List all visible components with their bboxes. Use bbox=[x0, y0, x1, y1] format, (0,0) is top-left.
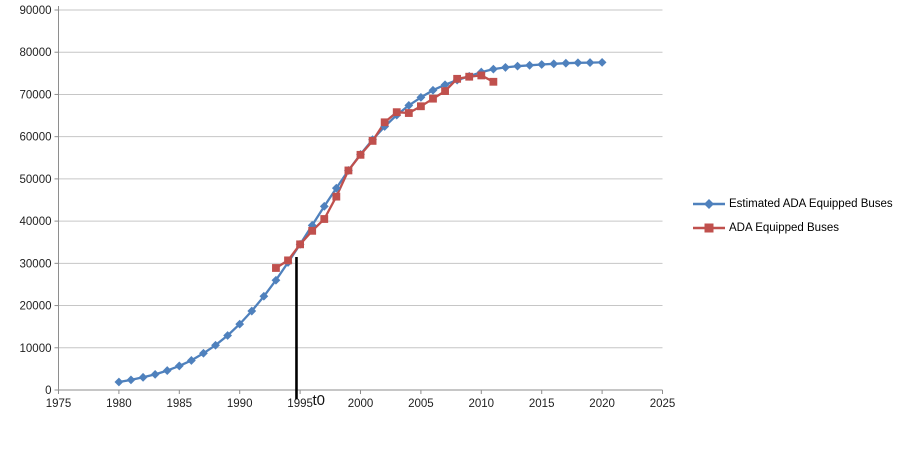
x-tick-label-1975: 1975 bbox=[46, 398, 72, 410]
y-tick-label-50000: 50000 bbox=[20, 174, 52, 186]
x-tick-label-2025: 2025 bbox=[650, 398, 676, 410]
data-point-0-2011 bbox=[488, 64, 498, 74]
legend-label-estimated: Estimated ADA Equipped Buses bbox=[729, 197, 893, 210]
data-point-0-2007 bbox=[440, 80, 450, 90]
data-point-0-1990 bbox=[235, 319, 245, 329]
x-tick-label-1985: 1985 bbox=[167, 398, 193, 410]
data-point-0-1998 bbox=[331, 183, 341, 193]
data-point-1-2007 bbox=[441, 87, 449, 95]
data-point-1-1996 bbox=[308, 226, 317, 235]
data-point-0-2015 bbox=[537, 60, 547, 69]
data-point-1-2002 bbox=[380, 118, 389, 127]
y-tick-label-40000: 40000 bbox=[20, 216, 52, 228]
data-point-0-1988 bbox=[211, 340, 220, 350]
data-point-0-2020 bbox=[597, 57, 607, 67]
data-point-0-1981 bbox=[126, 375, 136, 385]
data-point-0-1985 bbox=[174, 361, 184, 371]
data-point-0-1986 bbox=[186, 356, 196, 365]
x-tick-label-2015: 2015 bbox=[529, 398, 555, 410]
x-tick-label-2020: 2020 bbox=[589, 398, 615, 410]
data-point-0-1980 bbox=[114, 377, 124, 387]
annotation-t0-label: t0 bbox=[312, 392, 325, 409]
data-point-1-2010 bbox=[477, 71, 486, 80]
x-tick-label-2000: 2000 bbox=[348, 398, 374, 410]
legend-item-estimated: Estimated ADA Equipped Buses bbox=[692, 196, 893, 211]
data-point-0-1984 bbox=[162, 366, 172, 375]
data-point-0-1996 bbox=[307, 220, 317, 230]
x-tick-label-1995: 1995 bbox=[287, 398, 313, 410]
y-tick-label-80000: 80000 bbox=[20, 47, 52, 59]
y-tick-label-70000: 70000 bbox=[20, 89, 52, 101]
y-tick-label-20000: 20000 bbox=[20, 301, 52, 313]
legend-item-actual: ADA Equipped Buses bbox=[692, 220, 893, 235]
x-tick-label-2005: 2005 bbox=[408, 398, 434, 410]
data-point-1-2005 bbox=[417, 102, 425, 111]
data-point-1-2003 bbox=[392, 108, 401, 117]
y-tick-label-0: 0 bbox=[45, 385, 51, 397]
data-point-1-2004 bbox=[404, 109, 413, 117]
data-point-0-1989 bbox=[223, 331, 233, 340]
data-point-1-1993 bbox=[272, 264, 280, 272]
data-point-0-2017 bbox=[561, 58, 571, 68]
data-point-0-2014 bbox=[525, 60, 535, 70]
legend: Estimated ADA Equipped Buses ADA Equippe… bbox=[692, 196, 893, 244]
y-tick-label-90000: 90000 bbox=[20, 5, 52, 17]
data-point-1-2000 bbox=[356, 150, 365, 159]
data-point-0-2016 bbox=[549, 59, 559, 69]
data-point-1-1994 bbox=[284, 256, 292, 265]
data-point-1-2006 bbox=[429, 94, 437, 103]
data-point-1-2009 bbox=[465, 72, 474, 81]
x-tick-label-2010: 2010 bbox=[469, 398, 495, 410]
y-tick-label-60000: 60000 bbox=[20, 132, 52, 144]
data-point-1-1998 bbox=[332, 192, 341, 201]
data-point-0-1983 bbox=[150, 369, 160, 379]
data-point-0-2013 bbox=[513, 61, 522, 71]
data-point-1-2001 bbox=[368, 136, 377, 145]
data-point-0-2012 bbox=[501, 63, 510, 72]
red-square-series-icon bbox=[693, 223, 725, 232]
data-point-0-1993 bbox=[271, 275, 281, 285]
legend-label-actual: ADA Equipped Buses bbox=[729, 221, 839, 234]
data-point-0-2005 bbox=[416, 93, 426, 102]
x-tick-label-1990: 1990 bbox=[227, 398, 253, 410]
data-point-0-1992 bbox=[259, 291, 269, 301]
data-point-0-2018 bbox=[573, 58, 583, 68]
data-point-0-2004 bbox=[404, 101, 414, 110]
series-line-1 bbox=[274, 74, 495, 270]
data-point-1-2011 bbox=[489, 77, 498, 86]
blue-diamond-series-icon bbox=[693, 198, 725, 209]
data-point-1-1999 bbox=[344, 166, 353, 175]
data-point-0-1982 bbox=[138, 372, 148, 382]
data-point-1-1995 bbox=[296, 240, 304, 249]
data-point-0-2019 bbox=[585, 58, 595, 67]
y-tick-label-10000: 10000 bbox=[20, 343, 52, 355]
series-line-0 bbox=[117, 61, 604, 384]
x-tick-label-1980: 1980 bbox=[106, 398, 132, 410]
data-point-0-1991 bbox=[247, 306, 257, 316]
data-point-0-2006 bbox=[428, 85, 438, 95]
data-point-1-2008 bbox=[453, 74, 462, 83]
data-point-0-1987 bbox=[199, 348, 208, 358]
y-tick-label-30000: 30000 bbox=[20, 258, 52, 270]
data-point-1-1997 bbox=[320, 215, 329, 223]
data-point-0-1997 bbox=[319, 201, 329, 211]
